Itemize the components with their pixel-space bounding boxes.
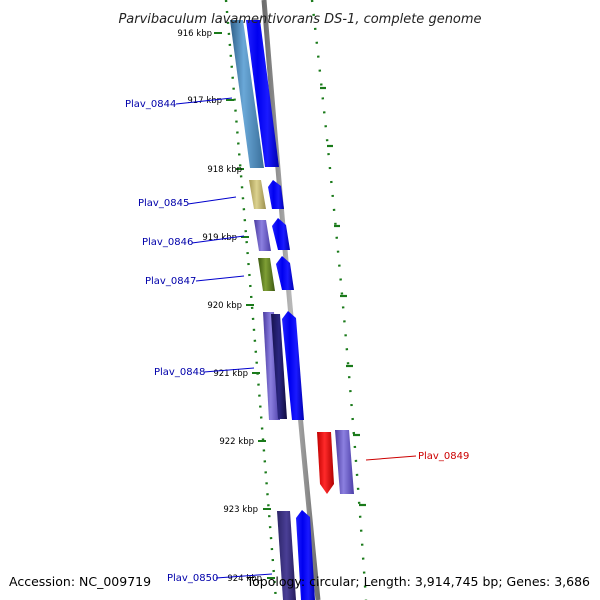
gene-plav-0848[interactable] [263, 311, 304, 420]
gene-label-plav-0847[interactable]: Plav_0847 [145, 276, 196, 287]
gene-plav-0844[interactable] [230, 20, 279, 168]
cog-bar [263, 312, 280, 420]
genome-backbone [261, 0, 321, 600]
accession-text: Accession: NC_009719 [9, 574, 151, 589]
cog-bar [277, 511, 296, 600]
cds-arrow-reverse [317, 432, 334, 494]
gene-labels: Plav_0844 Plav_0845 Plav_0846 Plav_0847 … [125, 99, 469, 584]
tick-label: 922 kbp [219, 437, 254, 447]
cog-bar [230, 20, 264, 168]
tick-marks [214, 32, 275, 579]
tick-label: 919 kbp [202, 233, 237, 243]
cds-arrow-forward [268, 180, 284, 209]
cog-bar [258, 258, 275, 291]
gc-skew-dashes [320, 86, 366, 507]
tick-label: 924 kbp [227, 574, 262, 584]
gene-plav-0847[interactable] [258, 256, 294, 291]
topology-summary: Topology: circular; Length: 3,914,745 bp… [246, 574, 590, 589]
cds-arrow-forward [276, 256, 294, 290]
gc-content-ring-left [224, 0, 278, 600]
tick-label: 918 kbp [207, 165, 242, 175]
gene-label-plav-0845[interactable]: Plav_0845 [138, 198, 189, 209]
gene-plav-0845[interactable] [249, 180, 284, 209]
gc-skew-ring-right [310, 0, 368, 600]
gene-label-plav-0848[interactable]: Plav_0848 [154, 367, 205, 378]
cds-arrow-forward [296, 510, 315, 600]
cds-arrow-forward [272, 218, 290, 250]
tick-label: 920 kbp [207, 301, 242, 311]
map-title: Parvibaculum lavamentivorans DS-1, compl… [118, 12, 481, 27]
gene-label-plav-0850[interactable]: Plav_0850 [167, 573, 218, 584]
gene-label-plav-0846[interactable]: Plav_0846 [142, 237, 193, 248]
label-connectors [175, 97, 417, 579]
cog-bar [335, 430, 354, 494]
gene-label-plav-0849[interactable]: Plav_0849 [418, 451, 469, 462]
tick-label: 923 kbp [223, 505, 258, 515]
cog-bar-secondary [271, 314, 287, 419]
cds-arrow-forward [246, 20, 279, 167]
tick-label: 916 kbp [177, 29, 212, 39]
gene-label-plav-0844[interactable]: Plav_0844 [125, 99, 176, 110]
cog-bar [249, 180, 266, 209]
gene-plav-0849[interactable] [317, 430, 354, 494]
cog-bar [254, 220, 271, 251]
gene-plav-0846[interactable] [254, 218, 290, 251]
cds-arrow-forward [282, 311, 304, 420]
gene-plav-0850[interactable] [277, 510, 315, 600]
tick-label: 921 kbp [213, 369, 248, 379]
